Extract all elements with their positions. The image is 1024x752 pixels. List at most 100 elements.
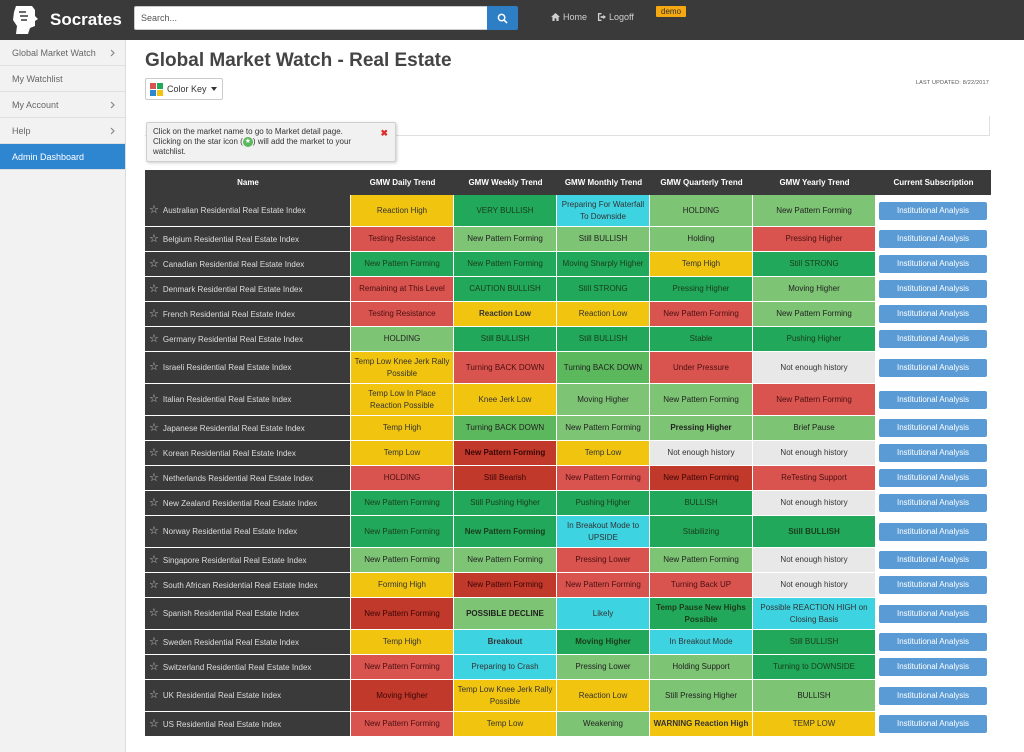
star-icon[interactable]: ☆ bbox=[149, 282, 159, 295]
market-name-cell[interactable]: ☆ New Zealand Residential Real Estate Ind… bbox=[145, 491, 351, 516]
market-name[interactable]: Italian Residential Real Estate Index bbox=[162, 395, 292, 404]
market-name-cell[interactable]: ☆ Germany Residential Real Estate Index bbox=[145, 327, 351, 352]
institutional-analysis-button[interactable]: Institutional Analysis bbox=[879, 686, 987, 705]
star-icon[interactable]: ☆ bbox=[149, 332, 159, 345]
market-name-cell[interactable]: ☆ Switzerland Residential Real Estate Ind… bbox=[145, 655, 351, 680]
star-icon[interactable]: ☆ bbox=[149, 553, 159, 566]
star-icon[interactable]: ☆ bbox=[149, 496, 159, 509]
market-name[interactable]: Belgium Residential Real Estate Index bbox=[162, 234, 299, 244]
institutional-analysis-button[interactable]: Institutional Analysis bbox=[879, 604, 987, 623]
market-name-cell[interactable]: ☆ Korean Residential Real Estate Index bbox=[145, 441, 351, 466]
star-icon[interactable]: ☆ bbox=[149, 717, 159, 730]
star-icon[interactable]: ☆ bbox=[149, 257, 159, 270]
home-icon bbox=[551, 13, 560, 21]
market-name-cell[interactable]: ☆ UK Residential Real Estate Index bbox=[145, 680, 351, 712]
institutional-analysis-button[interactable]: Institutional Analysis bbox=[879, 444, 987, 462]
market-name[interactable]: Denmark Residential Real Estate Index bbox=[162, 284, 303, 294]
market-name-cell[interactable]: ☆ Japanese Residential Real Estate Index bbox=[145, 416, 351, 441]
institutional-analysis-button[interactable]: Institutional Analysis bbox=[879, 658, 987, 676]
market-name[interactable]: Israeli Residential Real Estate Index bbox=[162, 363, 292, 372]
search-input[interactable] bbox=[134, 6, 487, 30]
search-button[interactable] bbox=[487, 6, 518, 30]
star-icon[interactable]: ☆ bbox=[149, 578, 159, 591]
institutional-analysis-button[interactable]: Institutional Analysis bbox=[879, 469, 987, 487]
market-name-cell[interactable]: ☆ Norway Residential Real Estate Index bbox=[145, 516, 351, 548]
close-icon[interactable]: ✖ bbox=[380, 128, 388, 138]
star-icon[interactable]: ☆ bbox=[149, 525, 159, 537]
market-name[interactable]: Germany Residential Real Estate Index bbox=[162, 334, 303, 344]
institutional-analysis-button[interactable]: Institutional Analysis bbox=[879, 305, 987, 323]
market-name[interactable]: Sweden Residential Real Estate Index bbox=[162, 637, 299, 647]
market-name-cell[interactable]: ☆ Australian Residential Real Estate Inde… bbox=[145, 195, 351, 227]
star-icon[interactable]: ☆ bbox=[149, 361, 159, 373]
sidebar-item-my-account[interactable]: My Account bbox=[0, 92, 125, 118]
column-header-name[interactable]: Name bbox=[145, 170, 351, 195]
market-name-cell[interactable]: ☆ Sweden Residential Real Estate Index bbox=[145, 630, 351, 655]
market-name-cell[interactable]: ☆ Singapore Residential Real Estate Index bbox=[145, 548, 351, 573]
market-name[interactable]: Korean Residential Real Estate Index bbox=[162, 448, 296, 458]
market-name[interactable]: South African Residential Real Estate In… bbox=[162, 580, 318, 590]
market-name[interactable]: Spanish Residential Real Estate Index bbox=[162, 609, 299, 618]
institutional-analysis-button[interactable]: Institutional Analysis bbox=[879, 201, 987, 220]
sidebar-item-global-market-watch[interactable]: Global Market Watch bbox=[0, 40, 125, 66]
star-icon[interactable]: ☆ bbox=[149, 204, 159, 216]
institutional-analysis-button[interactable]: Institutional Analysis bbox=[879, 330, 987, 348]
institutional-analysis-button[interactable]: Institutional Analysis bbox=[879, 419, 987, 437]
market-name[interactable]: Norway Residential Real Estate Index bbox=[162, 527, 298, 536]
column-header-yearly[interactable]: GMW Yearly Trend bbox=[753, 170, 876, 195]
market-name-cell[interactable]: ☆ Israeli Residential Real Estate Index bbox=[145, 352, 351, 384]
star-icon[interactable]: ☆ bbox=[149, 660, 159, 673]
institutional-analysis-button[interactable]: Institutional Analysis bbox=[879, 715, 987, 733]
institutional-analysis-button[interactable]: Institutional Analysis bbox=[879, 390, 987, 409]
institutional-analysis-button[interactable]: Institutional Analysis bbox=[879, 522, 987, 541]
nav-logoff-link[interactable]: Logoff bbox=[597, 12, 634, 22]
institutional-analysis-button[interactable]: Institutional Analysis bbox=[879, 230, 987, 248]
trend-cell: Breakout bbox=[454, 630, 557, 655]
market-name-cell[interactable]: ☆ Belgium Residential Real Estate Index bbox=[145, 227, 351, 252]
institutional-analysis-button[interactable]: Institutional Analysis bbox=[879, 255, 987, 273]
market-name-cell[interactable]: ☆ Netherlands Residential Real Estate Ind… bbox=[145, 466, 351, 491]
institutional-analysis-button[interactable]: Institutional Analysis bbox=[879, 633, 987, 651]
market-name[interactable]: Japanese Residential Real Estate Index bbox=[162, 423, 305, 433]
market-name[interactable]: US Residential Real Estate Index bbox=[162, 719, 282, 729]
market-name-cell[interactable]: ☆ Canadian Residential Real Estate Index bbox=[145, 252, 351, 277]
market-name-cell[interactable]: ☆ Italian Residential Real Estate Index bbox=[145, 384, 351, 416]
star-icon[interactable]: ☆ bbox=[149, 635, 159, 648]
institutional-analysis-button[interactable]: Institutional Analysis bbox=[879, 358, 987, 377]
star-icon[interactable]: ☆ bbox=[149, 421, 159, 434]
market-name[interactable]: UK Residential Real Estate Index bbox=[162, 691, 282, 700]
market-name-cell[interactable]: ☆ Denmark Residential Real Estate Index bbox=[145, 277, 351, 302]
market-name[interactable]: Netherlands Residential Real Estate Inde… bbox=[162, 473, 314, 483]
star-icon[interactable]: ☆ bbox=[149, 471, 159, 484]
nav-home-link[interactable]: Home bbox=[551, 12, 587, 22]
institutional-analysis-button[interactable]: Institutional Analysis bbox=[879, 576, 987, 594]
column-header-weekly[interactable]: GMW Weekly Trend bbox=[454, 170, 557, 195]
institutional-analysis-button[interactable]: Institutional Analysis bbox=[879, 280, 987, 298]
market-name[interactable]: Switzerland Residential Real Estate Inde… bbox=[162, 662, 312, 672]
color-key-dropdown[interactable]: Color Key bbox=[145, 78, 223, 100]
star-icon[interactable]: ☆ bbox=[149, 607, 159, 619]
market-name-cell[interactable]: ☆ Spanish Residential Real Estate Index bbox=[145, 598, 351, 630]
institutional-analysis-button[interactable]: Institutional Analysis bbox=[879, 551, 987, 569]
column-header-monthly[interactable]: GMW Monthly Trend bbox=[557, 170, 650, 195]
star-icon[interactable]: ☆ bbox=[149, 307, 159, 320]
star-icon[interactable]: ☆ bbox=[149, 446, 159, 459]
star-icon[interactable]: ☆ bbox=[149, 232, 159, 245]
market-name[interactable]: Singapore Residential Real Estate Index bbox=[162, 555, 307, 565]
star-icon[interactable]: ☆ bbox=[149, 393, 159, 405]
market-name-cell[interactable]: ☆ US Residential Real Estate Index bbox=[145, 712, 351, 737]
column-header-daily[interactable]: GMW Daily Trend bbox=[351, 170, 454, 195]
star-icon[interactable]: ☆ bbox=[149, 689, 159, 701]
market-name[interactable]: Australian Residential Real Estate Index bbox=[162, 206, 306, 215]
market-name-cell[interactable]: ☆ French Residential Real Estate Index bbox=[145, 302, 351, 327]
market-name-cell[interactable]: ☆ South African Residential Real Estate I… bbox=[145, 573, 351, 598]
institutional-analysis-button[interactable]: Institutional Analysis bbox=[879, 494, 987, 512]
market-name[interactable]: New Zealand Residential Real Estate Inde… bbox=[162, 498, 318, 508]
brand[interactable]: Socrates bbox=[10, 4, 122, 36]
sidebar-item-my-watchlist[interactable]: My Watchlist bbox=[0, 66, 125, 92]
sidebar-item-help[interactable]: Help bbox=[0, 118, 125, 144]
column-header-quarterly[interactable]: GMW Quarterly Trend bbox=[650, 170, 753, 195]
market-name[interactable]: Canadian Residential Real Estate Index bbox=[162, 259, 305, 269]
market-name[interactable]: French Residential Real Estate Index bbox=[162, 309, 295, 319]
sidebar-item-admin-dashboard[interactable]: Admin Dashboard bbox=[0, 144, 125, 170]
